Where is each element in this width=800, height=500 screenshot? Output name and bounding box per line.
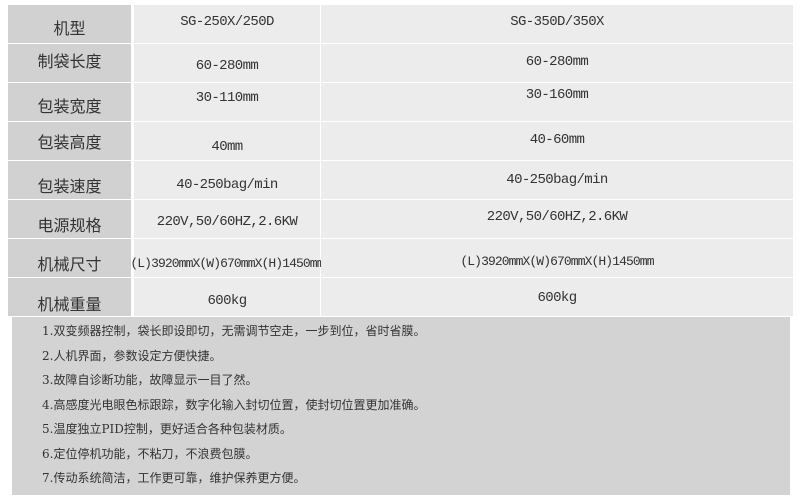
row-label: 机械重量 [8,278,131,316]
cell-model-a: SG-250X/250D [134,5,321,43]
table-row: 机械重量 600kg 600kg [8,278,793,316]
cell-model-b: (L)3920mmX(W)670mmX(H)1450mm [321,239,793,277]
feature-item: 7.传动系统简洁，工作更可靠，维护保养更方便。 [42,471,306,485]
table-row: 制袋长度 60-280mm 60-280mm [8,44,793,82]
table-row: 机械尺寸 (L)3920mmX(W)670mmX(H)1450mm (L)392… [8,239,793,277]
cell-model-a: 40mm [134,122,321,160]
row-label: 机型 [8,5,131,43]
table-row: 包装高度 40mm 40-60mm [8,122,793,160]
cell-model-b: 600kg [321,278,793,316]
cell-model-b: 30-160mm [321,83,793,121]
row-label: 包装高度 [8,122,131,160]
feature-item: 4.高感度光电眼色标跟踪，数字化输入封切位置，使封切位置更加准确。 [42,398,426,412]
cell-model-b: 60-280mm [321,44,793,82]
row-label: 包装速度 [8,161,131,199]
cell-model-b: 40-250bag/min [321,161,793,199]
cell-model-a: 30-110mm [134,83,321,121]
cell-model-b: 40-60mm [321,122,793,160]
cell-model-b: SG-350D/350X [321,5,793,43]
cell-model-b: 220V,50/60HZ,2.6KW [321,200,793,238]
cell-model-a: 220V,50/60HZ,2.6KW [134,200,321,238]
row-label: 包装宽度 [8,83,131,121]
cell-model-a: 600kg [134,278,321,316]
table-row: 电源规格 220V,50/60HZ,2.6KW 220V,50/60HZ,2.6… [8,200,793,238]
feature-item: 5.温度独立PID控制，更好适合各种包装材质。 [42,422,292,436]
feature-item: 1.双变频器控制，袋长即设即切，无需调节空走，一步到位，省时省膜。 [42,324,426,338]
cell-model-a: 60-280mm [134,44,321,82]
feature-item: 2.人机界面，参数设定方便快捷。 [42,349,222,363]
feature-item: 6.定位停机功能，不粘刀，不浪费包膜。 [42,447,258,461]
feature-list: 1.双变频器控制，袋长即设即切，无需调节空走，一步到位，省时省膜。 2.人机界面… [12,317,790,495]
row-label: 机械尺寸 [8,239,131,277]
table-row: 机型 SG-250X/250D SG-350D/350X [8,5,793,43]
table-row: 包装速度 40-250bag/min 40-250bag/min [8,161,793,199]
row-label: 制袋长度 [8,44,131,82]
table-row: 包装宽度 30-110mm 30-160mm [8,83,793,121]
cell-model-a: (L)3920mmX(W)670mmX(H)1450mm [130,239,325,277]
row-label: 电源规格 [8,200,131,238]
feature-item: 3.故障自诊断功能，故障显示一目了然。 [42,373,258,387]
cell-model-a: 40-250bag/min [134,161,321,199]
